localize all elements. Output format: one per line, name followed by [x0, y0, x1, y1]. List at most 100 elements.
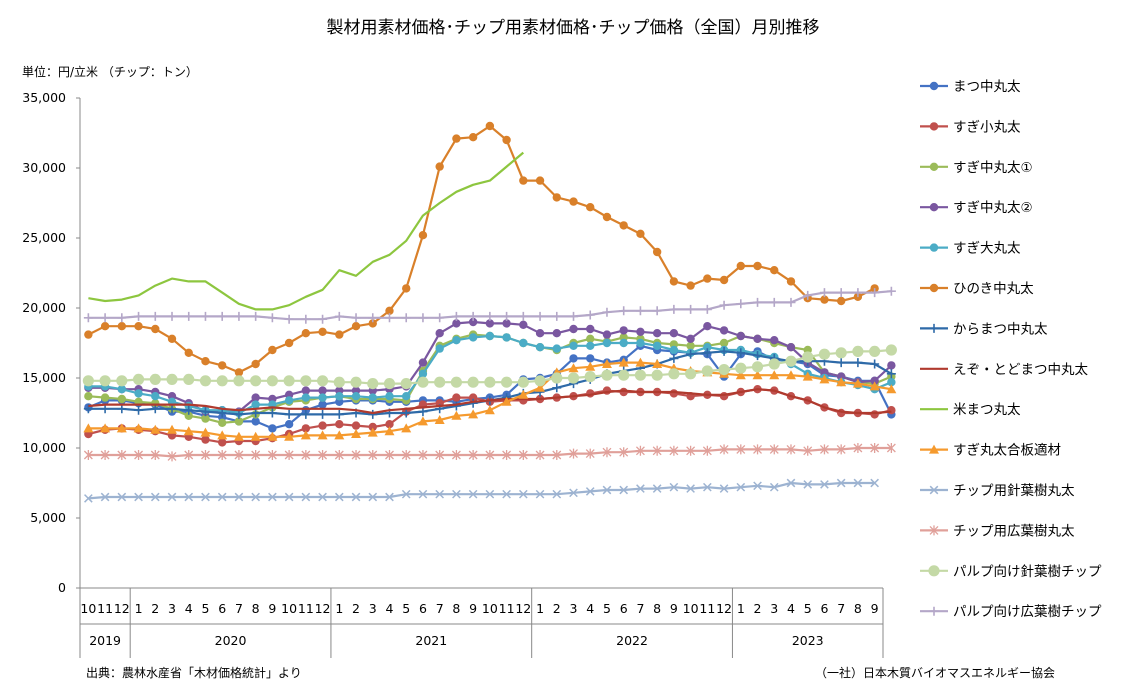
series-13-point [400, 377, 412, 390]
x-month-label: 2 [553, 601, 561, 616]
legend-item: すぎ丸太合板適材 [920, 442, 1061, 459]
x-year-label: 2021 [415, 633, 447, 648]
series-3-point [686, 341, 695, 350]
series-11-point [686, 484, 695, 493]
series-12-point [602, 447, 612, 458]
series-14-point [200, 311, 210, 321]
series-6-point [84, 330, 93, 339]
x-month-label: 6 [419, 601, 427, 616]
x-month-label: 7 [837, 601, 845, 616]
series-2-point [318, 421, 327, 430]
series-12-point [652, 445, 662, 456]
series-7-point [251, 408, 261, 418]
series-12-point [100, 450, 110, 460]
series-11-point [318, 492, 327, 502]
x-month-label: 5 [402, 601, 410, 616]
series-14-point [635, 306, 645, 316]
series-12-point [552, 450, 562, 460]
series-14-point [251, 311, 261, 321]
series-6-point [217, 361, 227, 370]
series-12-point [251, 450, 261, 460]
series-13-point [534, 375, 546, 387]
y-tick-label: 25,000 [22, 230, 66, 245]
legend-marker [929, 162, 939, 171]
series-14-point [619, 306, 629, 316]
legend-item: チップ用広葉樹丸太 [920, 523, 1075, 539]
series-6-point [335, 330, 344, 339]
series-14-point [886, 286, 896, 296]
series-12-point [485, 450, 495, 460]
series-5-point [552, 344, 561, 353]
series-13-point [99, 375, 111, 387]
series-9 [88, 151, 525, 311]
legend-label: チップ用広葉樹丸太 [953, 523, 1075, 539]
series-11-point [217, 492, 227, 502]
series-11-point [552, 489, 562, 499]
series-11-point [468, 489, 478, 499]
series-10-point [886, 384, 897, 394]
legend-item: すぎ小丸太 [920, 119, 1021, 135]
series-13-point [417, 376, 429, 388]
x-month-label: 11 [298, 601, 314, 616]
legend-item: すぎ中丸太② [920, 200, 1033, 216]
series-2-point [201, 435, 210, 444]
series-14-point [502, 311, 512, 321]
series-4-point [736, 331, 746, 341]
y-tick-label: 15,000 [22, 370, 66, 385]
series-7-point [217, 408, 227, 418]
series-6-point [418, 230, 428, 240]
series-13-point [316, 375, 329, 387]
series-6-point [452, 134, 461, 143]
series-12-point [368, 450, 378, 460]
series-11-point [251, 492, 260, 502]
series-13-point [500, 376, 513, 388]
series-13-point [350, 376, 362, 388]
series-13-point [367, 377, 379, 390]
x-month-label: 4 [386, 601, 394, 616]
series-11-point [870, 478, 879, 488]
series-5-point [418, 369, 428, 378]
series-10-point [300, 430, 311, 440]
series-11-point [117, 492, 127, 502]
series-13 [82, 344, 897, 390]
series-10-point [100, 423, 111, 433]
series-5-point [368, 393, 377, 402]
series-5-point [485, 331, 495, 341]
x-month-label: 10 [683, 601, 699, 616]
chart-title: 製材用素材価格･チップ用素材価格･チップ価格（全国）月別推移 [327, 18, 820, 38]
series-14-point [83, 313, 93, 323]
series-6-point [485, 121, 495, 131]
x-month-label: 5 [201, 601, 209, 616]
series-12-point [853, 443, 863, 453]
x-month-label: 12 [716, 601, 732, 616]
series-7-point [853, 358, 863, 368]
series-13-point [835, 347, 847, 359]
legend-label: からまつ中丸太 [953, 321, 1048, 337]
series-4-point [418, 358, 428, 367]
series-12-point [134, 450, 144, 460]
series-13-point [869, 345, 881, 357]
series-5-point [318, 393, 327, 402]
series-13-point [551, 372, 563, 384]
series-14-point [368, 313, 378, 323]
series-10-point [83, 423, 94, 433]
series-6-point [318, 327, 327, 336]
series-4-point [435, 329, 444, 338]
series-10-point [852, 378, 863, 388]
series-10-point [869, 381, 880, 391]
x-month-label: 6 [820, 601, 828, 616]
series-6-point [435, 162, 444, 171]
series-10-point [351, 429, 362, 438]
series-12-point [886, 443, 896, 453]
series-13-point [183, 373, 195, 385]
series-4-point [786, 343, 796, 352]
series-14-point [318, 314, 328, 324]
series-1-point [569, 354, 578, 363]
series-10-point [836, 377, 847, 387]
series-10-point [150, 424, 161, 434]
series-11-point [853, 478, 863, 488]
series-10-point [752, 370, 763, 380]
series-6-point [351, 322, 361, 331]
series-2-point [619, 387, 628, 397]
series-2-point [669, 389, 679, 398]
